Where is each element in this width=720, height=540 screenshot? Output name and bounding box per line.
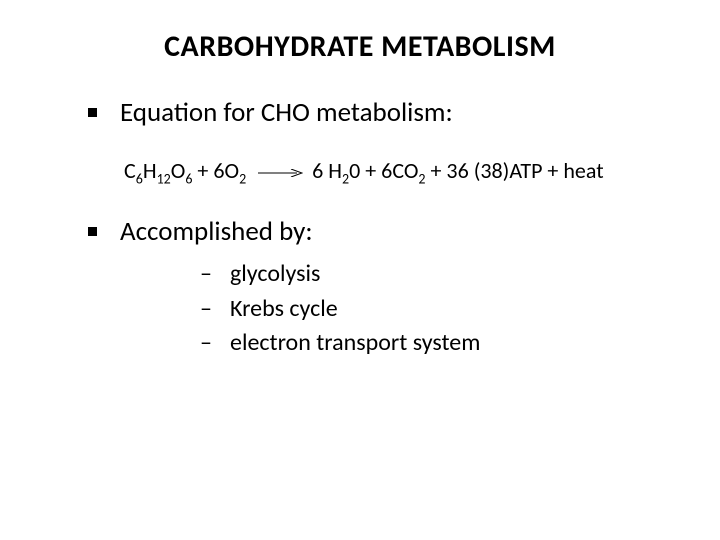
bullet-accomplished-label: Accomplished by: (120, 215, 313, 248)
sub-bullet-list: glycolysis Krebs cycle electron transpor… (120, 257, 670, 361)
equation-rhs: 6 H20 + 6CO2 + 36 (38)ATP + heat (312, 157, 603, 184)
slide-title: CARBOHYDRATE METABOLISM (50, 28, 670, 65)
sub-item: electron transport system (120, 326, 670, 361)
arrow-icon (257, 169, 303, 177)
bullet-equation-intro: Equation for CHO metabolism: (50, 95, 670, 131)
bullet-list-2: Accomplished by: glycolysis Krebs cycle … (50, 214, 670, 361)
slide: CARBOHYDRATE METABOLISM Equation for CHO… (0, 0, 720, 540)
bullet-list: Equation for CHO metabolism: (50, 95, 670, 131)
equation: C6H12O6 + 6O2 6 H20 + 6CO2 + 36 (38)ATP … (124, 157, 670, 184)
bullet-accomplished: Accomplished by: glycolysis Krebs cycle … (50, 214, 670, 361)
sub-item: glycolysis (120, 257, 670, 292)
equation-lhs: C6H12O6 + 6O2 (124, 157, 246, 184)
sub-item: Krebs cycle (120, 292, 670, 327)
